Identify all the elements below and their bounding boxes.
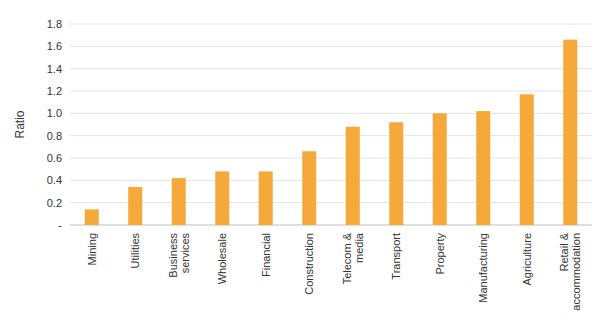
bar — [85, 209, 99, 225]
category-label: Wholesale — [216, 233, 228, 284]
grid-line — [70, 225, 592, 226]
category-label: Transport — [390, 233, 402, 280]
grid-line — [70, 202, 592, 203]
category-label: Financial — [260, 233, 272, 277]
category-label: Utilities — [129, 233, 141, 269]
grid-line — [70, 113, 592, 114]
grid-line — [70, 24, 592, 25]
category-label-line: Mining — [86, 233, 98, 265]
grid-line — [70, 91, 592, 92]
tick-label: 1.6 — [47, 40, 62, 52]
chart: - 0.2 0.4 0.6 0.8 1.0 1.2 1.4 1.6 1.8 Ratio Mining U… — [0, 0, 604, 322]
bars — [85, 40, 578, 225]
bar — [476, 111, 490, 225]
category-label-line: Transport — [390, 233, 402, 280]
category-label: Agriculture — [521, 233, 533, 286]
category-label-line: Retail & — [558, 232, 570, 271]
category-label-line: media — [353, 232, 365, 263]
tick-label: 1.0 — [47, 107, 62, 119]
tick-label: 1.8 — [47, 18, 62, 30]
category-label-line: Construction — [303, 233, 315, 295]
bar — [259, 171, 273, 225]
bar — [215, 171, 229, 225]
category-label-line: Manufacturing — [477, 233, 489, 303]
category-label: Mining — [86, 233, 98, 265]
category-label-line: Business — [167, 233, 179, 278]
category-label-line: Financial — [260, 233, 272, 277]
category-label-line: services — [179, 233, 191, 274]
grid-line — [70, 158, 592, 159]
bar — [563, 40, 577, 225]
category-label: Manufacturing — [477, 233, 489, 303]
category-label-line: Wholesale — [216, 233, 228, 284]
tick-label: 0.6 — [47, 152, 62, 164]
bar — [302, 151, 316, 225]
grid-line — [70, 135, 592, 136]
grid-line — [70, 180, 592, 181]
category-label-line: Property — [434, 233, 446, 275]
bar — [128, 187, 142, 225]
tick-label: 0.2 — [47, 197, 62, 209]
grid-line — [70, 46, 592, 47]
bar — [389, 122, 403, 225]
tick-label: 0.8 — [47, 130, 62, 142]
axis-title: Ratio — [13, 110, 27, 138]
category-label-line: Telecom & — [341, 232, 353, 284]
bar — [433, 113, 447, 225]
category-label-line: Agriculture — [521, 233, 533, 286]
category-label: Construction — [303, 233, 315, 295]
tick-label: 1.2 — [47, 85, 62, 97]
bar — [520, 94, 534, 225]
category-label-line: accommodation — [570, 233, 582, 311]
bar — [172, 178, 186, 225]
category-label: Telecom &media — [341, 232, 365, 284]
bar — [346, 127, 360, 225]
category-label: Property — [434, 233, 446, 275]
category-label: Businessservices — [167, 233, 191, 278]
category-label: Retail &accommodation — [558, 232, 582, 310]
tick-label: - — [58, 219, 62, 231]
tick-label: 1.4 — [47, 63, 62, 75]
category-label-line: Utilities — [129, 233, 141, 269]
grid-line — [70, 68, 592, 69]
tick-label: 0.4 — [47, 174, 62, 186]
